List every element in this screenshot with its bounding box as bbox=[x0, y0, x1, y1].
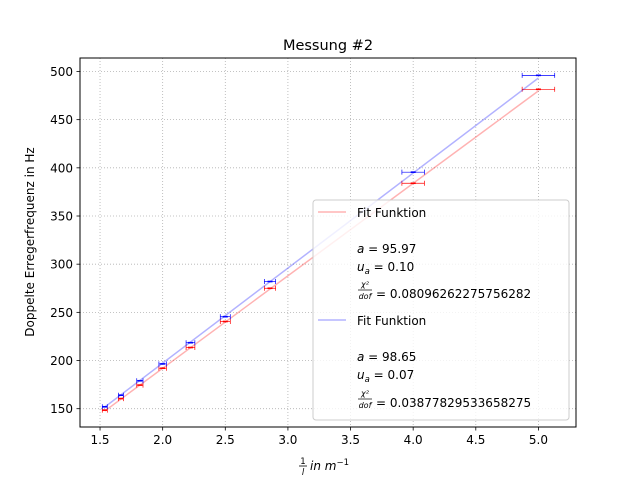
x-tick-label: 3.5 bbox=[341, 433, 360, 447]
y-tick-label: 200 bbox=[50, 354, 73, 368]
y-tick-label: 250 bbox=[50, 306, 73, 320]
x-label-fraction-numerator: 1 bbox=[300, 457, 305, 467]
x-label-main: in m bbox=[310, 459, 336, 473]
param-a-name: a bbox=[357, 350, 364, 364]
x-tick-label: 3.0 bbox=[278, 433, 297, 447]
legend-chi-num-blue: χ² bbox=[360, 389, 370, 398]
x-tick-label: 2.5 bbox=[216, 433, 235, 447]
x-axis-label: 1 l in m−1 bbox=[299, 457, 349, 478]
legend-param-a-red: a = 95.97 bbox=[357, 242, 416, 256]
param-a-name: a bbox=[357, 242, 364, 256]
chi-value: 0.03877829533658275 bbox=[390, 396, 531, 410]
y-tick-label: 350 bbox=[50, 210, 73, 224]
x-label-text: in m−1 bbox=[310, 458, 349, 473]
x-label-superscript: −1 bbox=[336, 458, 349, 468]
param-u-eq: = bbox=[370, 260, 388, 274]
param-u-eq: = bbox=[370, 368, 388, 382]
y-axis-ticks: 150 200 250 300 350 400 450 500 bbox=[50, 65, 80, 416]
x-tick-label: 4.0 bbox=[404, 433, 423, 447]
legend-chi-value-red: = 0.08096262275756282 bbox=[376, 287, 531, 301]
legend-chi-num-red: χ² bbox=[360, 280, 370, 289]
param-a-eq: = bbox=[364, 242, 382, 256]
legend-chi-den-blue: dof bbox=[359, 401, 373, 410]
y-tick-label: 450 bbox=[50, 113, 73, 127]
chi-eq: = bbox=[376, 396, 390, 410]
chi-eq: = bbox=[376, 287, 390, 301]
param-a-eq: = bbox=[364, 350, 382, 364]
chi-value: 0.08096262275756282 bbox=[390, 287, 531, 301]
x-tick-label: 2.0 bbox=[153, 433, 172, 447]
param-u-name: u bbox=[357, 368, 365, 382]
y-tick-label: 500 bbox=[50, 65, 73, 79]
plot-frame bbox=[79, 57, 577, 428]
legend-chi-den-red: dof bbox=[359, 292, 373, 301]
y-axis-label: Doppelte Erregerfrequenz in Hz bbox=[23, 147, 37, 336]
param-u-name: u bbox=[357, 260, 365, 274]
y-tick-label: 150 bbox=[50, 402, 73, 416]
legend-label-blue: Fit Funktion bbox=[357, 314, 426, 328]
x-tick-label: 1.5 bbox=[90, 433, 109, 447]
x-tick-label: 4.5 bbox=[466, 433, 485, 447]
param-u-value: 0.07 bbox=[388, 368, 415, 382]
legend-param-u-red: ua = 0.10 bbox=[357, 260, 414, 277]
param-a-value: 95.97 bbox=[382, 242, 416, 256]
param-u-sub: a bbox=[365, 267, 370, 277]
chart-title: Messung #2 bbox=[283, 38, 373, 54]
legend-param-a-blue: a = 98.65 bbox=[357, 350, 416, 364]
param-u-sub: a bbox=[365, 375, 370, 385]
x-tick-label: 5.0 bbox=[529, 433, 548, 447]
legend-label-red: Fit Funktion bbox=[357, 206, 426, 220]
legend-chi-value-blue: = 0.03877829533658275 bbox=[376, 396, 531, 410]
legend: Fit Funktion a = 95.97 ua = 0.10 χ² dof … bbox=[312, 199, 570, 421]
param-a-value: 98.65 bbox=[382, 350, 416, 364]
x-label-fraction-denominator: l bbox=[302, 468, 305, 478]
legend-box bbox=[312, 199, 570, 421]
x-axis-ticks: 1.5 2.0 2.5 3.0 3.5 4.0 4.5 5.0 bbox=[90, 427, 548, 447]
param-u-value: 0.10 bbox=[388, 260, 415, 274]
y-tick-label: 400 bbox=[50, 161, 73, 175]
legend-param-u-blue: ua = 0.07 bbox=[357, 368, 414, 385]
y-tick-label: 300 bbox=[50, 258, 73, 272]
